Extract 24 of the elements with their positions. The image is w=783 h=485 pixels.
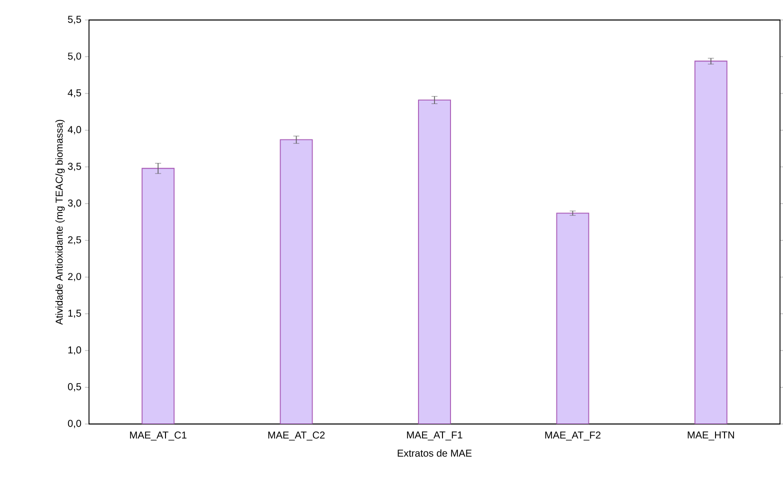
y-tick-label: 5,5 [68,16,82,24]
x-tick-label: MAE_HTN [688,432,734,440]
y-tick-label: 2,5 [68,236,82,244]
x-tick-label: MAE_AT_C2 [268,432,325,440]
bar [280,139,313,424]
y-tick-label: 0,0 [68,420,82,428]
y-tick-label: 5,0 [68,52,82,61]
x-tick-label: MAE_AT_F2 [545,432,600,440]
y-tick-label: 4,0 [68,126,82,134]
x-tick-label: MAE_AT_F1 [407,432,462,440]
bar [556,212,590,424]
bar [418,100,451,424]
y-tick-label: 3,0 [68,200,82,208]
y-tick-label: 4,5 [68,89,82,98]
bar [694,60,728,424]
y-tick-label: 1,5 [68,310,82,318]
y-axis-title: Atividade Antioxidante (mg TEAC/g biomassa) [55,120,65,325]
x-axis-title: Extratos de MAE [398,449,472,457]
x-tick-label: MAE_AT_C1 [130,432,186,440]
y-tick-label: 2,0 [68,272,82,282]
bar [142,168,175,424]
y-tick-label: 1,0 [68,346,82,355]
y-tick-label: 0,5 [68,383,82,392]
y-tick-label: 3,5 [68,162,82,172]
